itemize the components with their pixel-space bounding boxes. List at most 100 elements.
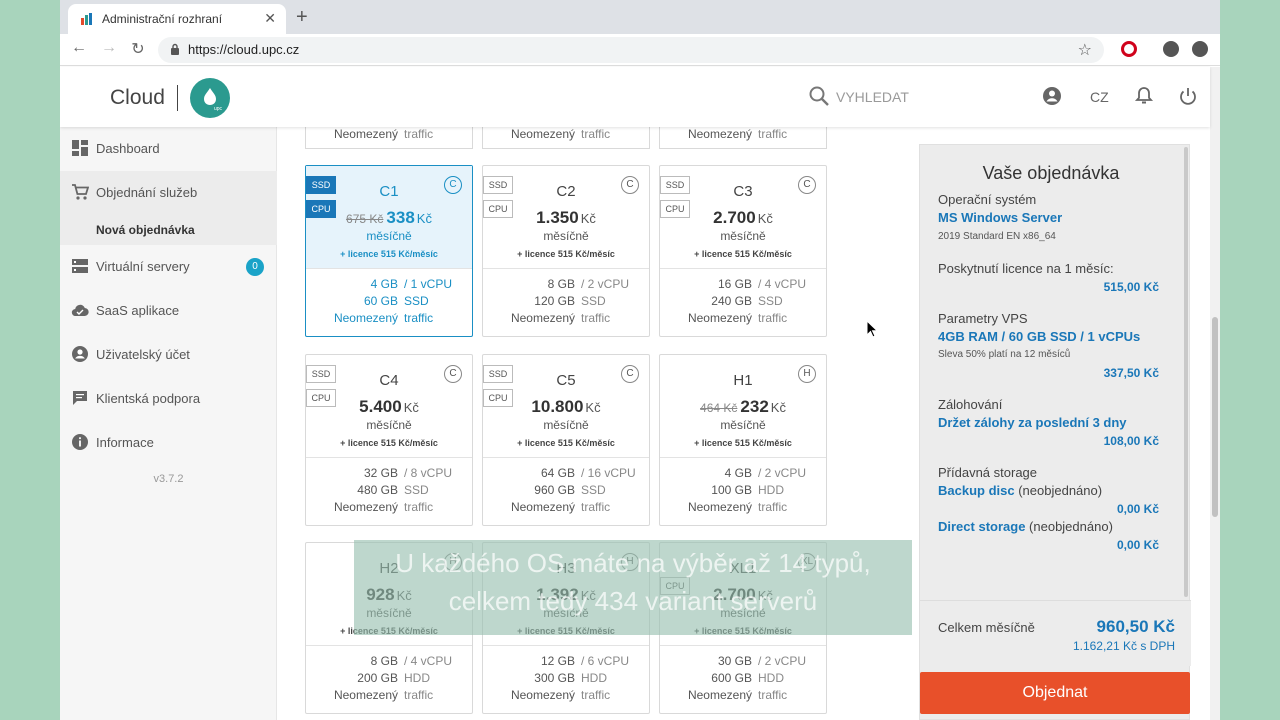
server-card-c3[interactable]: SSD CPU C C3 2.700 Kč měsíčně + licence 515 Kč/… (659, 165, 827, 337)
ram-value: 30 GB (717, 654, 752, 668)
bell-icon[interactable] (1133, 85, 1155, 107)
search-input[interactable]: VYHLEDAT (836, 89, 909, 105)
traffic-label: traffic (758, 127, 788, 141)
server-card-c2[interactable]: SSD CPU C C2 1.350 Kč měsíčně + licence 515 Kč/… (482, 165, 650, 337)
search-icon[interactable] (808, 85, 830, 107)
price-value: 2.700 (713, 208, 756, 227)
type-letter-badge: C (798, 176, 816, 194)
ram-value: 12 GB (540, 654, 575, 668)
direct-storage-link[interactable]: Direct storage (neobjednáno) (938, 519, 1113, 534)
reload-icon[interactable]: ↻ (131, 41, 145, 58)
license-note: + licence 515 Kč/měsíc (517, 438, 615, 448)
backup-value[interactable]: Držet zálohy za poslední 3 dny (938, 415, 1127, 430)
opera-extension-icon[interactable] (1121, 41, 1137, 57)
price-value: 232 (740, 397, 769, 416)
user-account-icon[interactable] (1041, 85, 1063, 107)
page-scrollbar[interactable] (1210, 67, 1220, 720)
license-label: Poskytnutí licence na 1 měsíc: (938, 261, 1114, 276)
sidebar-item-order-services[interactable]: Objednání služeb (60, 171, 277, 215)
traffic-value: Neomezený (333, 688, 398, 702)
power-icon[interactable] (1177, 85, 1199, 107)
traffic-label: traffic (758, 311, 788, 325)
traffic-label: traffic (581, 311, 611, 325)
back-icon[interactable]: ← (71, 39, 87, 56)
type-letter-badge: C (444, 365, 462, 383)
vcpu-value: / 4 vCPU (404, 654, 453, 668)
card-price: 464 Kč 232 Kč (660, 397, 826, 417)
page-scrollbar-thumb[interactable] (1212, 317, 1218, 517)
browser-toolbar: ← → ↻ https://cloud.upc.cz ☆ (60, 34, 1220, 66)
card-divider (306, 457, 472, 458)
traffic-label: traffic (404, 500, 434, 514)
card-divider (660, 457, 826, 458)
old-price: 464 Kč (700, 401, 738, 415)
disk-value: 240 GB (711, 294, 752, 308)
server-card-c1[interactable]: SSD CPU C C1 675 Kč 338 Kč měsíčně + licence 515… (305, 165, 473, 337)
sidebar-item-dashboard[interactable]: Dashboard (60, 127, 277, 171)
sidebar-item-account[interactable]: Uživatelský účet (60, 333, 277, 377)
ram-value: 4 GB (370, 277, 398, 291)
logo-text: upc (214, 106, 223, 112)
disk-value: 960 GB (534, 483, 575, 497)
close-tab-icon[interactable]: ✕ (264, 10, 276, 26)
language-switch[interactable]: CZ (1090, 89, 1109, 105)
sidebar-item-saas[interactable]: SaaS aplikace (60, 289, 277, 333)
order-title: Vaše objednávka (982, 163, 1120, 183)
card-price: 5.400 Kč (306, 397, 472, 417)
profile-icon[interactable] (1163, 41, 1179, 57)
cpu-tag: CPU (483, 200, 513, 218)
subtitle-line-2: celkem tedy 434 variant serverů (448, 586, 818, 616)
sidebar-subitem-new-order[interactable]: Nová objednávka (60, 215, 277, 245)
card-divider (660, 268, 826, 269)
sidebar-item-support[interactable]: Klientská podpora (60, 377, 277, 421)
disk-value: 100 GB (711, 483, 752, 497)
order-button[interactable]: Objednat (920, 672, 1190, 714)
new-tab-icon[interactable]: + (296, 6, 308, 28)
traffic-label: traffic (581, 127, 611, 141)
card-divider (306, 268, 472, 269)
direct-storage-name: Direct storage (938, 519, 1026, 534)
vps-price: 337,50 Kč (1103, 366, 1159, 380)
vps-value[interactable]: 4GB RAM / 60 GB SSD / 1 vCPUs (938, 329, 1141, 344)
sidebar-item-label: Uživatelský účet (96, 347, 190, 362)
card-name: C2 (556, 183, 576, 200)
server-card-h1[interactable]: H H1 464 Kč 232 Kč měsíčně + licence 515 Kč/mě… (659, 354, 827, 526)
backup-disc-name: Backup disc (938, 483, 1015, 498)
upc-logo[interactable]: upc (190, 78, 230, 118)
disk-value: 480 GB (357, 483, 398, 497)
traffic-value: Neomezený (333, 127, 398, 141)
traffic-value: Neomezený (687, 127, 752, 141)
disk-type: SSD (404, 483, 429, 497)
price-unit: Kč (770, 400, 786, 415)
os-value[interactable]: MS Windows Server (938, 210, 1063, 225)
traffic-value: Neomezený (333, 311, 398, 325)
card-price: 675 Kč 338 Kč (306, 208, 472, 228)
backup-disc-link[interactable]: Backup disc (neobjednáno) (938, 483, 1102, 498)
disk-type: SSD (404, 294, 429, 308)
extension-icon[interactable] (1192, 41, 1208, 57)
disk-type: HDD (404, 671, 430, 685)
bookmark-star-icon[interactable]: ☆ (1077, 42, 1092, 59)
browser-tab[interactable]: Administrační rozhraní ✕ (68, 4, 286, 34)
forward-icon[interactable]: → (101, 39, 117, 56)
price-period: měsíčně (366, 418, 412, 432)
disk-value: 120 GB (534, 294, 575, 308)
address-bar[interactable]: https://cloud.upc.cz ☆ (158, 37, 1104, 63)
card-name: C3 (733, 183, 753, 200)
price-period: měsíčně (366, 229, 412, 243)
sidebar-item-info[interactable]: Informace (60, 421, 277, 465)
direct-storage-state: (neobjednáno) (1029, 519, 1113, 534)
order-panel-scrollbar[interactable] (1184, 147, 1188, 597)
server-card-c4[interactable]: SSD CPU C C4 5.400 Kč měsíčně + licence 515 Kč/… (305, 354, 473, 526)
backup-price: 108,00 Kč (1103, 434, 1159, 448)
traffic-label: traffic (758, 688, 788, 702)
vps-discount-note: Sleva 50% platí na 12 měsíců (938, 349, 1071, 360)
sidebar-item-virtual-servers[interactable]: Virtuální servery (60, 245, 277, 289)
server-card-c5[interactable]: SSD CPU C C5 10.800 Kč měsíčně + licence 515 Kč… (482, 354, 650, 526)
traffic-label: traffic (581, 500, 611, 514)
price-unit: Kč (585, 400, 601, 415)
storage-label: Přídavná storage (938, 465, 1038, 480)
disk-value: 300 GB (534, 671, 575, 685)
app-header: Cloud upc VYHLEDAT CZ (60, 67, 1210, 127)
disk-type: HDD (758, 671, 784, 685)
